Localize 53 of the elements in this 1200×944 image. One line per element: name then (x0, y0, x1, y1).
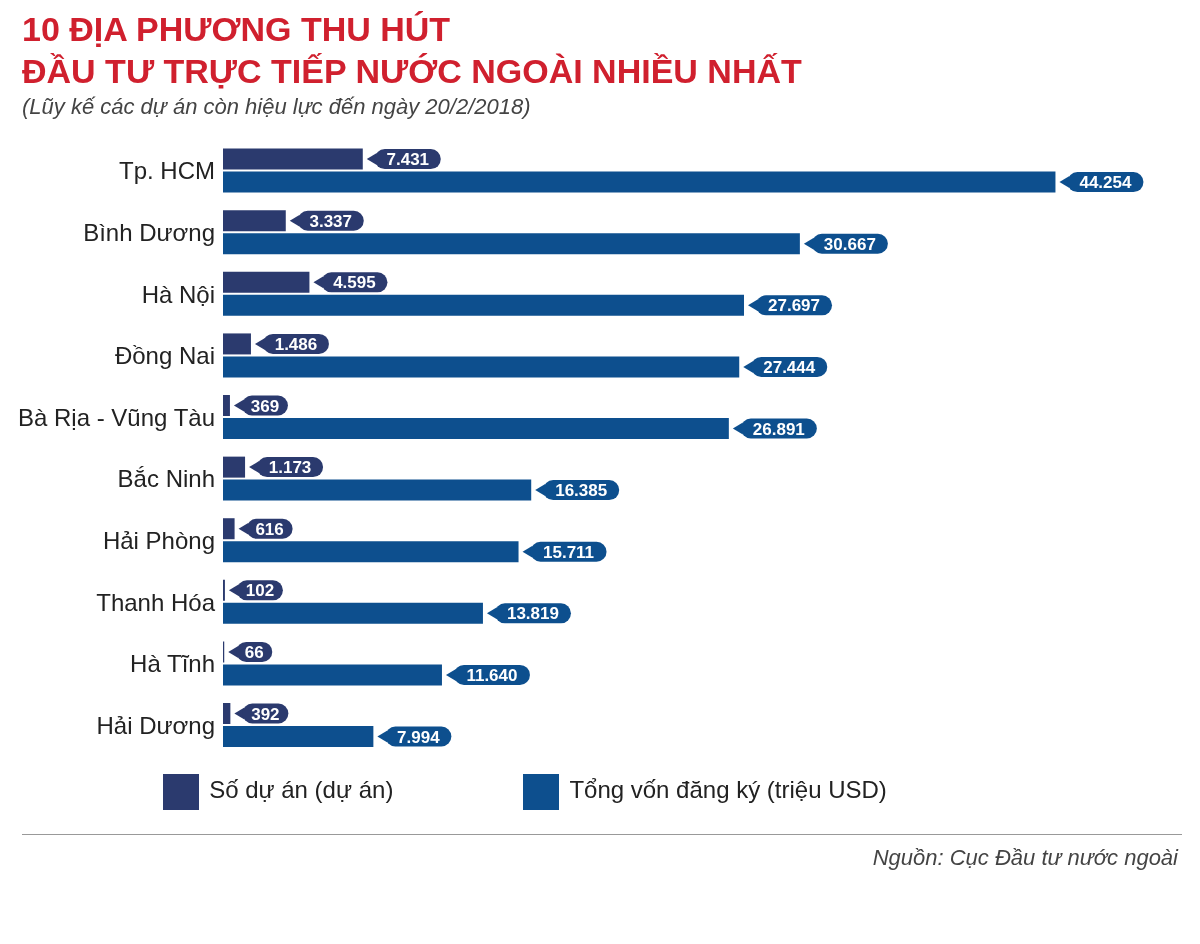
y-tick-label: Hà Tĩnh (130, 650, 215, 678)
bar (223, 294, 744, 316)
bar (223, 271, 310, 293)
data-label: 7.431 (386, 150, 430, 170)
data-label: 3.337 (309, 211, 353, 231)
bar (223, 148, 363, 170)
text: Nguồn: Cục Đầu tư nước ngoài (871, 845, 1178, 871)
bar (223, 356, 740, 378)
data-label: 13.819 (506, 604, 559, 624)
bar (223, 518, 235, 540)
y-tick-label: Bắc Ninh (117, 465, 215, 493)
bar (223, 479, 532, 501)
data-label: 1.173 (268, 458, 312, 478)
bar (223, 333, 251, 355)
y-tick-label: Tp. HCM (119, 157, 215, 185)
data-label: 4.595 (333, 273, 376, 293)
data-label: 44.254 (1079, 173, 1132, 193)
bar (223, 456, 246, 478)
bar (223, 541, 519, 563)
y-tick-label: Hà Nội (141, 280, 215, 308)
bar (223, 703, 231, 725)
data-label: 26.891 (752, 419, 805, 439)
y-tick-label: Thanh Hóa (96, 588, 216, 616)
y-tick-label: Bà Rịa - Vũng Tàu (17, 403, 215, 431)
data-label: 66 (244, 642, 264, 662)
y-tick-label: Bình Dương (83, 218, 215, 246)
legend-label: Tổng vốn đăng ký (triệu USD) (569, 776, 887, 804)
data-label: 102 (245, 581, 275, 601)
data-label: 30.667 (823, 234, 876, 254)
legend-label: Số dự án (dự án) (209, 776, 394, 804)
bar (223, 418, 729, 440)
data-label: 15.711 (543, 542, 595, 562)
y-tick-label: Đồng Nai (114, 342, 215, 370)
data-label: 27.697 (768, 296, 820, 316)
data-label: 11.640 (466, 665, 518, 685)
chart-title: 10 ĐỊA PHƯƠNG THU HÚT ĐẦU TƯ TRỰC TIẾP NƯỚC NGOÀI NHIỀU NHẤT (22, 9, 803, 92)
chart-subtitle: (Lũy kế các dự án còn hiệu lực đến ngày 20/2/2018) (22, 94, 532, 120)
bar (223, 664, 442, 686)
bar (223, 395, 230, 417)
data-label: 16.385 (555, 481, 608, 501)
bar (223, 171, 1056, 193)
data-label: 392 (251, 704, 280, 724)
data-label: 7.994 (397, 727, 441, 747)
data-label: 27.444 (763, 357, 816, 377)
data-label: 616 (255, 519, 284, 539)
bar (223, 726, 374, 748)
data-label: 369 (250, 396, 280, 416)
y-tick-label: Hải Dương (96, 711, 215, 739)
bar (223, 233, 800, 255)
bar (223, 602, 483, 624)
bar (223, 210, 286, 232)
y-tick-label: Hải Phòng (102, 526, 215, 554)
data-label: 1.486 (274, 334, 318, 354)
